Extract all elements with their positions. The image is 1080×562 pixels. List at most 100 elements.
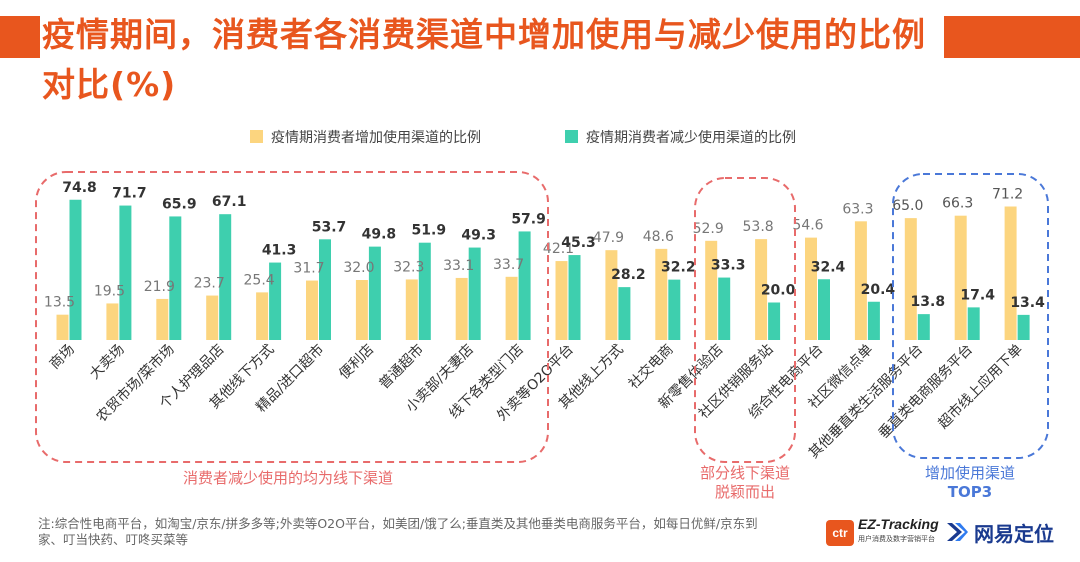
category-label: 商场 bbox=[47, 342, 78, 373]
page-title: 疫情期间，消费者各消费渠道中增加使用与减少使用的比例对比(%) bbox=[42, 15, 926, 104]
bar-increase bbox=[705, 240, 718, 340]
bar-increase bbox=[106, 303, 119, 340]
bar-decrease bbox=[319, 239, 331, 340]
value-label-increase: 33.1 bbox=[443, 258, 474, 274]
bar-decrease bbox=[967, 307, 980, 340]
legend-label-decrease: 疫情期消费者减少使用渠道的比例 bbox=[586, 129, 796, 146]
bar-increase bbox=[505, 276, 518, 340]
bar-decrease bbox=[418, 242, 431, 340]
value-label-increase: 65.0 bbox=[892, 198, 923, 214]
bar-decrease bbox=[618, 287, 631, 340]
annotation-label-standout: 部分线下渠道 bbox=[700, 464, 790, 482]
bar-increase bbox=[206, 295, 219, 340]
value-label-increase: 32.3 bbox=[393, 259, 424, 275]
bar-increase bbox=[256, 292, 269, 340]
category-label: 超市线上应用下单 bbox=[935, 341, 1026, 432]
category-label: 社交电商 bbox=[625, 341, 677, 393]
value-label-decrease: 17.4 bbox=[960, 287, 995, 303]
netease-location-icon bbox=[947, 523, 968, 541]
value-label-decrease: 49.3 bbox=[461, 228, 496, 244]
bar-increase bbox=[805, 237, 817, 340]
value-label-increase: 23.7 bbox=[194, 276, 225, 292]
annotation-box bbox=[892, 173, 1049, 459]
bar-decrease bbox=[818, 279, 830, 340]
value-label-decrease: 33.3 bbox=[711, 258, 746, 274]
bar-decrease bbox=[1017, 314, 1030, 340]
value-label-decrease: 74.8 bbox=[62, 180, 97, 196]
value-label-increase: 19.5 bbox=[94, 283, 125, 299]
value-label-decrease: 13.4 bbox=[1010, 295, 1045, 311]
value-label-increase: 42.1 bbox=[543, 241, 574, 257]
title-accent-right bbox=[944, 16, 1080, 58]
legend-swatch-decrease bbox=[565, 130, 578, 143]
value-label-decrease: 67.1 bbox=[212, 194, 247, 210]
annotation-label-top3: 增加使用渠道 bbox=[925, 464, 1015, 482]
legend-label-increase: 疫情期消费者增加使用渠道的比例 bbox=[271, 129, 481, 146]
value-label-decrease: 32.4 bbox=[811, 259, 846, 275]
value-label-decrease: 45.3 bbox=[561, 235, 596, 251]
bar-decrease bbox=[269, 262, 282, 340]
bar-increase bbox=[655, 248, 668, 340]
bar-decrease bbox=[468, 247, 481, 340]
bar-chart: 疫情期消费者增加使用渠道的比例 疫情期消费者减少使用渠道的比例 13.5 74.8 商场… bbox=[35, 129, 1049, 501]
value-label-decrease: 65.9 bbox=[162, 196, 197, 212]
bar-increase bbox=[904, 218, 917, 340]
bar-decrease bbox=[917, 314, 930, 340]
ez-tracking-subtitle: 用户消费及数字营销平台 bbox=[858, 535, 935, 543]
bar-increase bbox=[56, 314, 69, 340]
value-label-increase: 54.6 bbox=[792, 218, 823, 234]
value-label-increase: 66.3 bbox=[942, 196, 973, 212]
value-label-decrease: 13.8 bbox=[911, 294, 946, 310]
value-label-increase: 63.3 bbox=[842, 201, 873, 217]
value-label-decrease: 20.0 bbox=[761, 283, 796, 299]
value-label-decrease: 49.8 bbox=[362, 227, 397, 243]
value-label-increase: 71.2 bbox=[992, 187, 1023, 203]
value-label-decrease: 57.9 bbox=[511, 211, 546, 227]
bar-increase bbox=[1004, 206, 1017, 340]
ctr-logo: ctr bbox=[826, 520, 854, 546]
category-label: 垂直类电商服务平台 bbox=[875, 341, 976, 442]
bar-decrease bbox=[668, 279, 681, 340]
bar-decrease bbox=[368, 246, 381, 340]
bar-increase bbox=[405, 279, 418, 340]
value-label-increase: 47.9 bbox=[593, 230, 624, 246]
value-label-increase: 13.5 bbox=[44, 295, 75, 311]
bar-increase bbox=[605, 250, 618, 340]
bar-decrease bbox=[219, 214, 232, 340]
bar-increase bbox=[455, 277, 468, 340]
value-label-increase: 21.9 bbox=[144, 279, 175, 295]
category-label: 便利店 bbox=[336, 342, 377, 383]
netease-location-logo: 网易定位 bbox=[974, 522, 1054, 546]
bar-decrease bbox=[518, 231, 531, 340]
value-label-decrease: 53.7 bbox=[312, 219, 347, 235]
annotation-label-standout: 脱颖而出 bbox=[715, 483, 775, 501]
bar-increase bbox=[755, 239, 768, 340]
value-label-decrease: 32.2 bbox=[661, 260, 696, 276]
value-label-decrease: 51.9 bbox=[412, 223, 447, 239]
value-label-decrease: 20.4 bbox=[861, 282, 896, 298]
value-label-decrease: 28.2 bbox=[611, 267, 646, 283]
annotation-box bbox=[694, 177, 796, 463]
bar-decrease bbox=[718, 277, 731, 340]
bar-increase bbox=[355, 280, 368, 340]
bar-increase bbox=[555, 261, 568, 340]
bar-decrease bbox=[867, 301, 880, 340]
footnote: 注:综合性电商平台，如淘宝/京东/拼多多等;外卖等O2O平台，如美团/饿了么;垂… bbox=[38, 516, 758, 547]
annotation-box bbox=[35, 171, 549, 463]
legend-swatch-increase bbox=[250, 130, 263, 143]
bar-increase bbox=[954, 215, 967, 340]
bar-decrease bbox=[119, 205, 132, 340]
bar-decrease bbox=[69, 199, 82, 340]
value-label-increase: 25.4 bbox=[244, 272, 275, 288]
bar-increase bbox=[306, 280, 318, 340]
value-label-increase: 52.9 bbox=[693, 221, 724, 237]
bar-decrease bbox=[768, 302, 781, 340]
bar-decrease bbox=[169, 216, 182, 340]
title-accent-left bbox=[0, 16, 40, 58]
value-label-increase: 32.0 bbox=[343, 260, 374, 276]
annotation-label-top3: TOP3 bbox=[948, 483, 992, 501]
value-label-decrease: 41.3 bbox=[262, 243, 297, 259]
annotation-label-offline: 消费者减少使用的均为线下渠道 bbox=[183, 469, 393, 487]
bar-increase bbox=[854, 221, 867, 340]
category-label: 大卖场 bbox=[87, 342, 128, 383]
